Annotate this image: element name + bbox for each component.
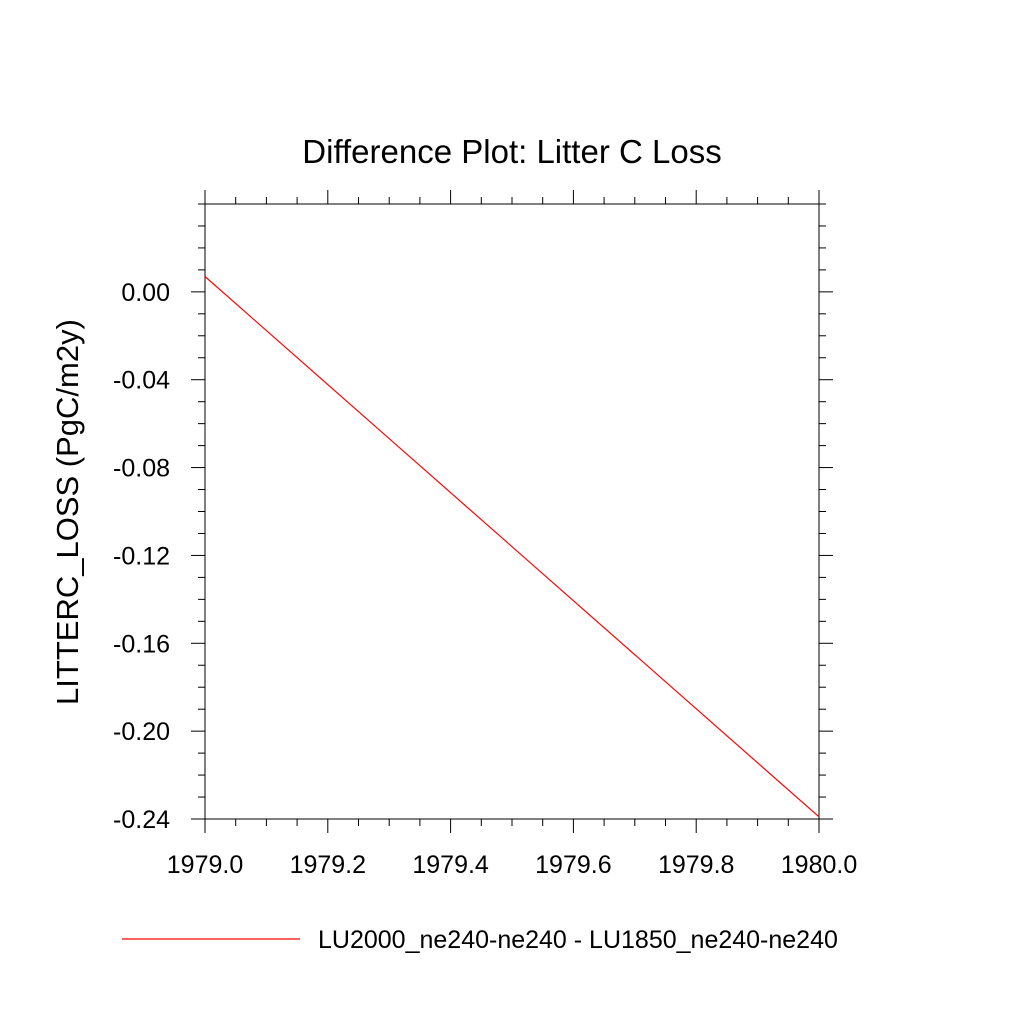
- plot-frame: [204, 203, 820, 820]
- y-axis-label: LITTERC_LOSS (PgC/m2y): [50, 319, 85, 705]
- y-tick-label: -0.20: [113, 718, 170, 746]
- chart-title: Difference Plot: Litter C Loss: [302, 133, 721, 170]
- y-tick-label: -0.12: [113, 542, 170, 570]
- x-tick-label: 1980.0: [781, 851, 857, 879]
- y-tick-label: -0.16: [113, 630, 170, 658]
- y-tick-label: -0.08: [113, 455, 170, 483]
- series-layer: [204, 276, 820, 818]
- x-tick-label: 1979.8: [658, 851, 734, 879]
- y-tick-label: -0.24: [113, 806, 170, 834]
- series-line: [204, 276, 820, 818]
- x-tick-label: 1979.2: [290, 851, 366, 879]
- y-tick-label: -0.04: [113, 367, 170, 395]
- legend-label: LU2000_ne240-ne240 - LU1850_ne240-ne240: [318, 926, 838, 954]
- legend: LU2000_ne240-ne240 - LU1850_ne240-ne240: [122, 926, 838, 954]
- x-tick-label: 1979.6: [535, 851, 611, 879]
- ticks-layer: [191, 190, 833, 833]
- x-tick-label: 1979.4: [412, 851, 489, 879]
- x-tick-label: 1979.0: [167, 851, 243, 879]
- tick-labels-layer: 1979.0 1979.2 1979.4 1979.6 1979.8 1980.0 0.00…: [113, 279, 857, 879]
- y-tick-label: 0.00: [121, 279, 170, 307]
